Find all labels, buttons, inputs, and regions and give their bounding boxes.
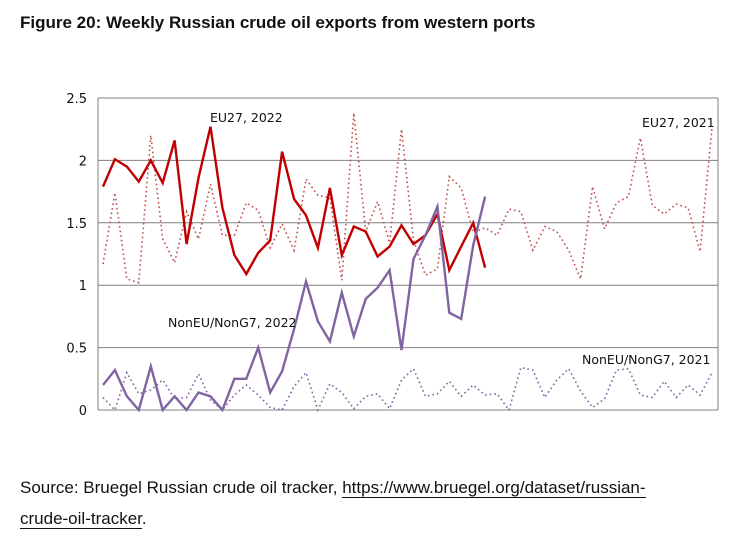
series-eu27-2022 <box>101 126 487 277</box>
source-prefix: Source: Bruegel Russian crude oil tracke… <box>20 478 343 497</box>
y-tick-label: 1 <box>79 279 87 294</box>
line-chart: 0 0.5 1 1.5 2 2.5 EU27, 2022 NonEU/NonG7, 202… <box>66 92 719 419</box>
source-suffix: . <box>141 509 147 528</box>
y-tick-label: 1.5 <box>66 217 87 232</box>
annotation-eu27-2021: EU27, 2021 <box>642 115 715 130</box>
source-link-cont[interactable]: crude-oil-tracker <box>20 509 142 529</box>
y-tick-label: 2.5 <box>66 92 87 107</box>
source-link[interactable]: https://www.bruegel.org/dataset/russian- <box>342 478 646 498</box>
source-note: Source: Bruegel Russian crude oil tracke… <box>20 472 720 534</box>
y-axis-ticks: 0 0.5 1 1.5 2 2.5 <box>66 92 87 419</box>
annotation-noneu-2021: NonEU/NonG7, 2021 <box>582 352 711 367</box>
y-tick-label: 0.5 <box>66 342 87 357</box>
y-tick-label: 2 <box>79 154 87 169</box>
y-tick-label: 0 <box>79 404 87 419</box>
series-lines <box>101 112 713 413</box>
series-noneu-nong7-2022 <box>102 196 487 413</box>
grid <box>97 97 719 411</box>
annotation-eu27-2022: EU27, 2022 <box>210 110 283 125</box>
figure-title: Figure 20: Weekly Russian crude oil expo… <box>20 13 536 32</box>
series-noneu-nong7-2021 <box>102 366 713 413</box>
annotation-noneu-2022: NonEU/NonG7, 2022 <box>168 315 297 330</box>
